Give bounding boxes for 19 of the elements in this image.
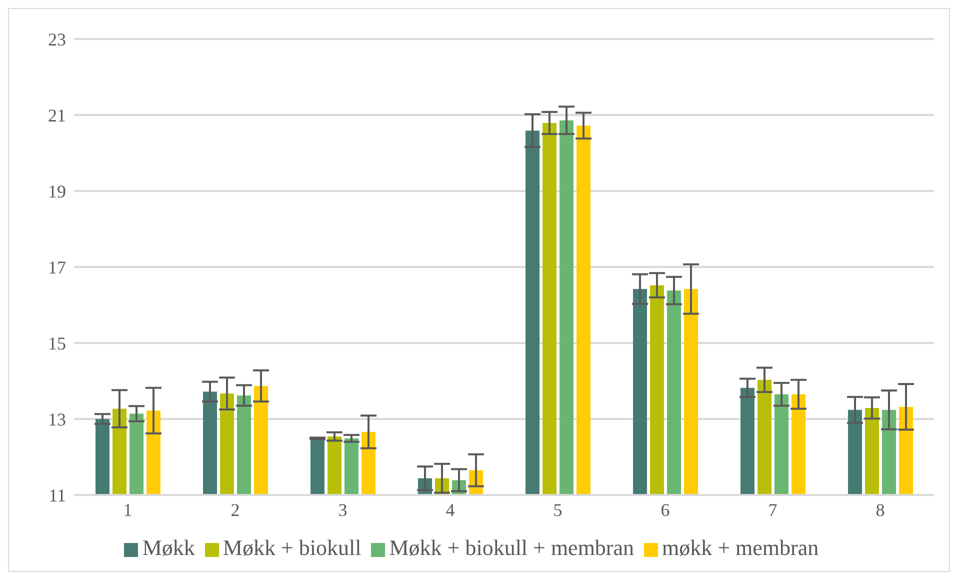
y-tick-label: 19 bbox=[48, 181, 66, 202]
legend-label: Møkk + biokull + membran bbox=[389, 535, 634, 560]
x-tick-label: 7 bbox=[768, 500, 778, 520]
x-tick-label: 2 bbox=[230, 500, 240, 520]
x-tick-label: 6 bbox=[660, 500, 670, 520]
legend-label: Møkk + biokull bbox=[222, 535, 362, 560]
x-tick-label: 1 bbox=[123, 500, 132, 520]
y-tick-label: 13 bbox=[48, 409, 66, 430]
legend-label: Møkk bbox=[142, 535, 195, 560]
x-tick-label: 3 bbox=[338, 500, 348, 520]
x-tick-label: 4 bbox=[446, 500, 455, 520]
legend-label: møkk + membran bbox=[662, 535, 819, 560]
y-tick-label: 21 bbox=[48, 105, 66, 126]
y-tick-label: 17 bbox=[48, 257, 66, 278]
x-tick-label: 8 bbox=[876, 500, 885, 520]
y-tick-label: 23 bbox=[48, 29, 66, 50]
y-tick-label: 15 bbox=[48, 333, 66, 354]
x-tick-label: 5 bbox=[553, 500, 562, 520]
y-tick-label: 11 bbox=[48, 485, 66, 506]
